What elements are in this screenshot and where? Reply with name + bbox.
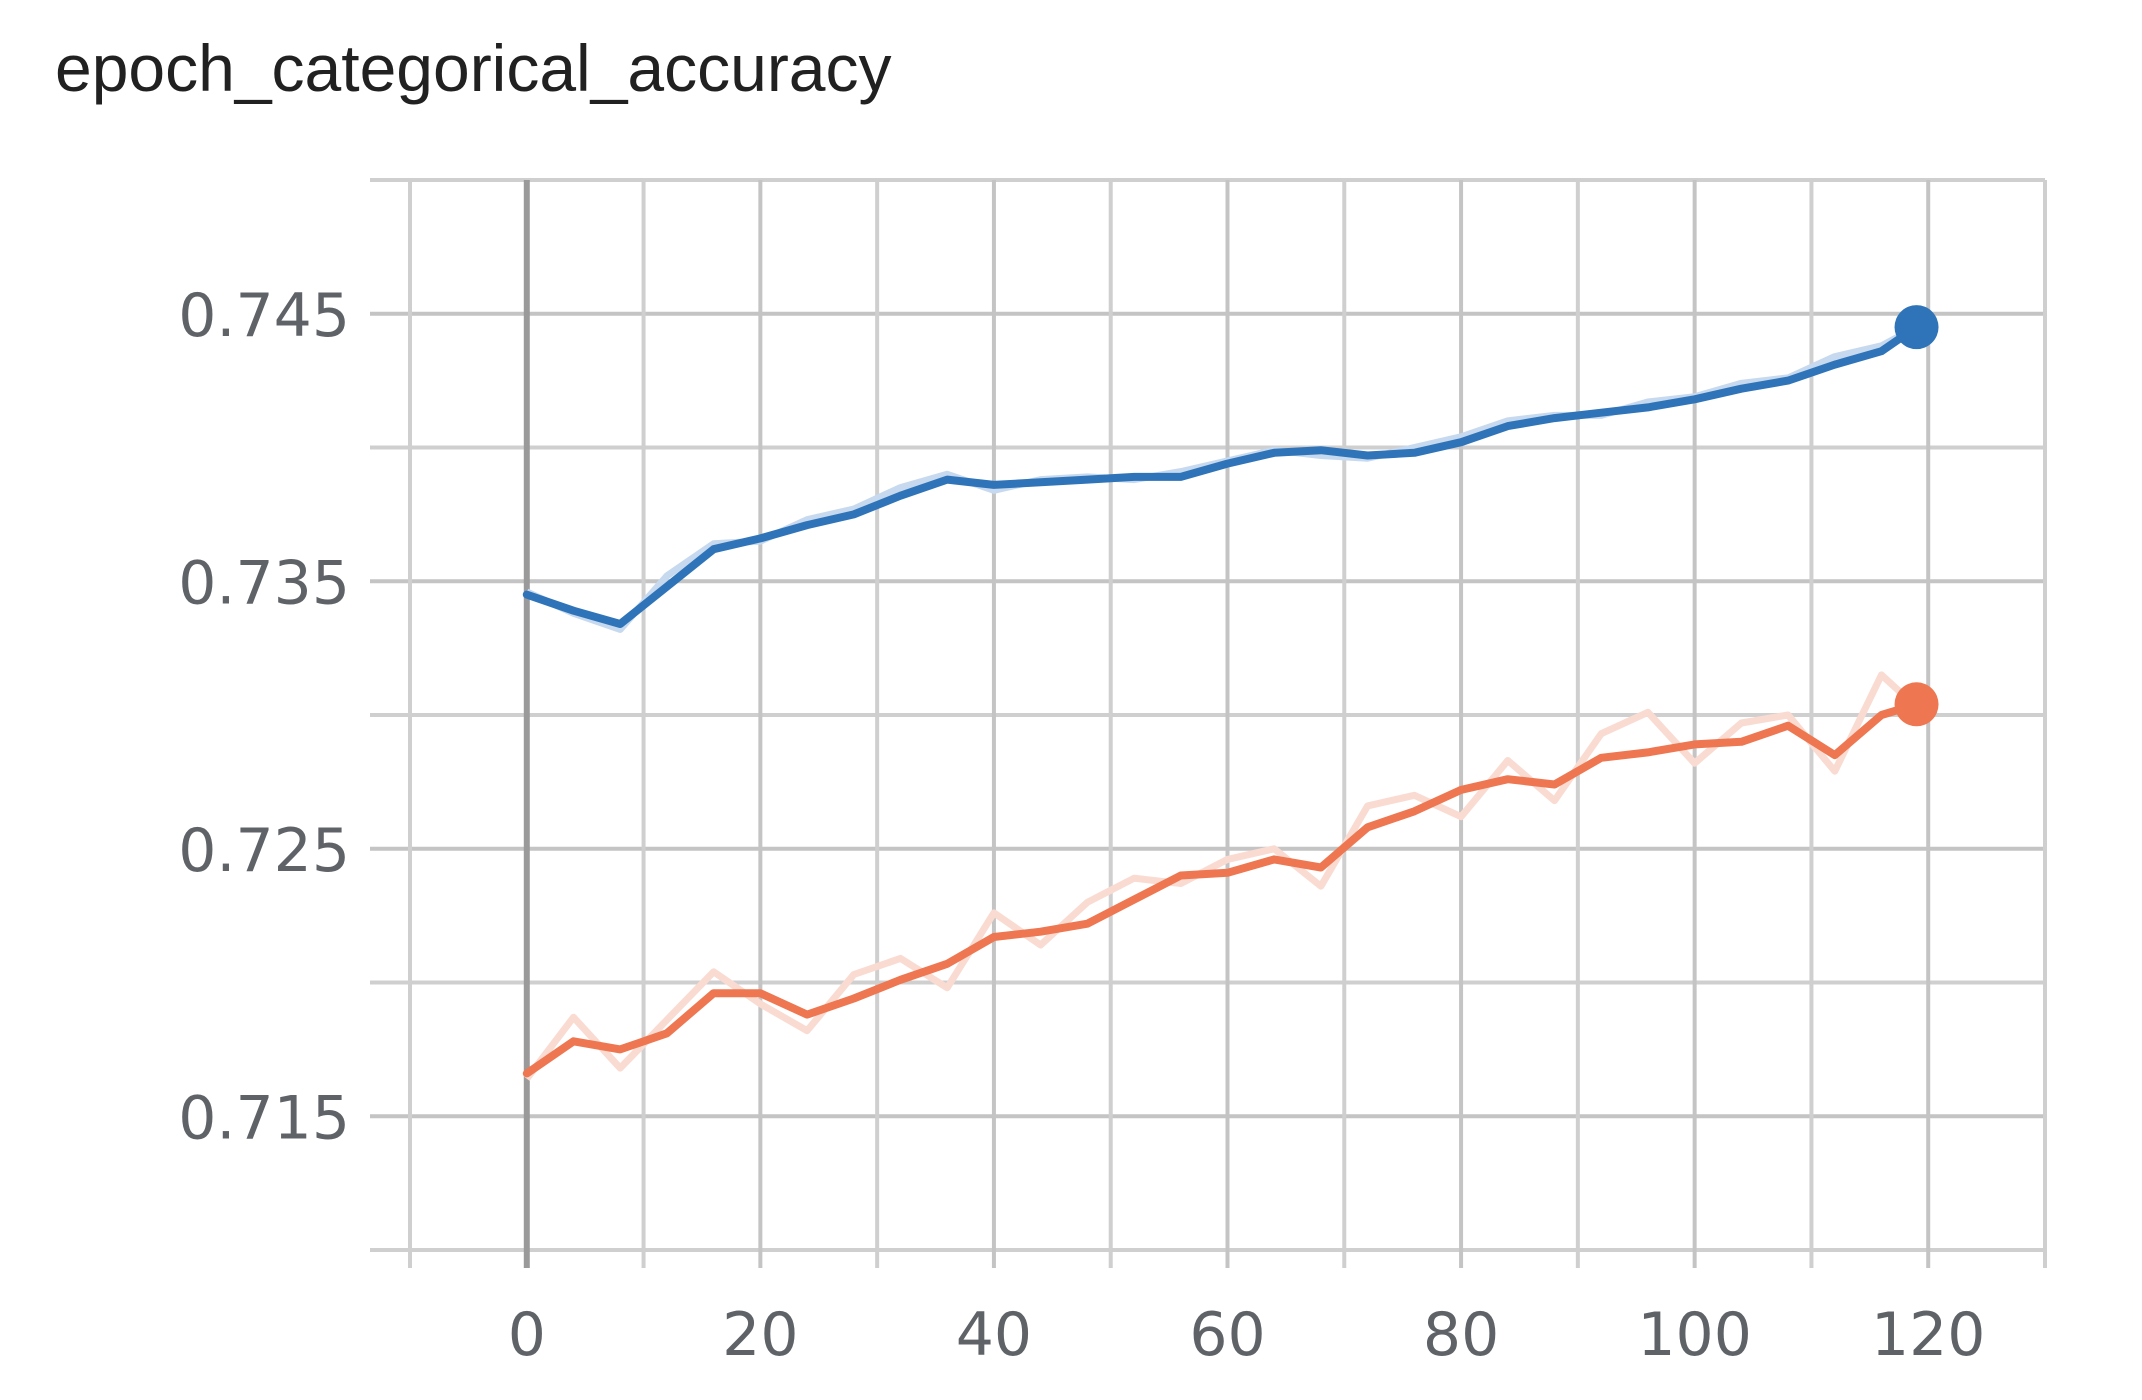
series-last-point-0 — [1894, 305, 1939, 350]
x-tick-label: 40 — [956, 1300, 1032, 1370]
x-tick-label: 100 — [1637, 1300, 1752, 1370]
grid — [370, 178, 2047, 1268]
series-line-1 — [522, 700, 1921, 1078]
y-tick-label: 0.725 — [178, 816, 350, 886]
series-raw-line-0 — [525, 324, 1919, 633]
y-tick-label: 0.715 — [178, 1083, 350, 1153]
x-tick-label: 80 — [1423, 1300, 1499, 1370]
x-tick-label: 0 — [508, 1300, 546, 1370]
series — [522, 305, 1939, 1081]
series-line-0 — [522, 323, 1921, 628]
chart-title: epoch_categorical_accuracy — [55, 31, 892, 105]
x-tick-label: 60 — [1189, 1300, 1265, 1370]
y-tick-label: 0.745 — [178, 281, 350, 351]
series-raw-line-1 — [524, 671, 1919, 1081]
x-tick-label: 120 — [1871, 1300, 1986, 1370]
tick-labels: 0.715 0.725 0.735 0.745 0 20 40 60 80 100 120 — [178, 281, 1985, 1370]
series-last-point-1 — [1894, 682, 1939, 727]
y-tick-label: 0.735 — [178, 548, 350, 618]
x-tick-label: 20 — [722, 1300, 798, 1370]
